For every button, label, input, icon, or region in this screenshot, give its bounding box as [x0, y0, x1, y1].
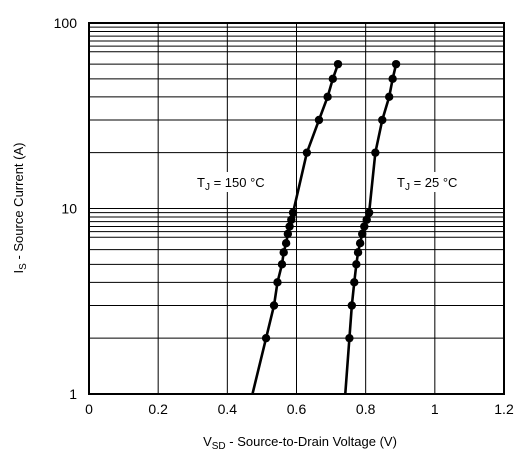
data-point-s0-8: [287, 215, 296, 224]
curve-label-150c-sub: J: [205, 182, 210, 193]
data-point-s1-13: [388, 74, 397, 84]
x-tick-label: 0: [85, 401, 93, 417]
data-point-s1-2: [350, 278, 359, 287]
y-tick-label: 100: [54, 15, 78, 31]
data-point-s0-11: [314, 115, 324, 125]
x-tick-label: 1.2: [494, 401, 514, 417]
data-point-s1-11: [378, 115, 387, 125]
curve-label-25c-main: T: [397, 175, 405, 190]
data-point-s1-4: [353, 248, 363, 257]
curve-label-25c: TJ = 25 °C: [394, 172, 476, 193]
data-point-s0-3: [277, 260, 287, 269]
x-axis-label: VSD - Source-to-Drain Voltage (V): [203, 434, 397, 452]
data-point-s1-6: [358, 229, 367, 239]
y-tick-label: 1: [69, 386, 77, 402]
data-point-s1-5: [355, 239, 365, 248]
data-point-s0-6: [283, 229, 293, 239]
x-axis-label-main: V: [203, 434, 212, 449]
data-point-s0-9: [288, 208, 298, 217]
data-point-s1-10: [371, 148, 380, 157]
data-point-s1-1: [347, 301, 357, 310]
x-tick-label: 0.6: [287, 401, 307, 417]
x-tick-label: 0.2: [148, 401, 168, 417]
curve-label-150c-rest: = 150 °C: [210, 175, 265, 190]
data-point-s0-13: [328, 74, 338, 84]
data-point-s1-7: [360, 222, 369, 231]
data-point-s0-12: [323, 92, 332, 102]
data-point-s0-4: [279, 248, 288, 257]
data-points: [261, 59, 401, 343]
data-point-s0-7: [285, 222, 294, 231]
y-axis-label-main: I: [11, 270, 26, 274]
y-axis-label-sub: S: [18, 263, 29, 270]
x-tick-label: 1: [431, 401, 439, 417]
x-tick-label: 0.4: [218, 401, 238, 417]
data-point-s1-12: [384, 92, 394, 102]
x-tick-labels: 0 0.2 0.4 0.6 0.8 1 1.2: [85, 401, 514, 417]
curve-label-25c-text: TJ = 25 °C: [397, 175, 457, 193]
curve-label-150c: TJ = 150 °C: [194, 172, 286, 193]
curve-label-150c-bg: [194, 172, 286, 192]
y-tick-label: 10: [61, 201, 77, 217]
data-point-s1-14: [391, 59, 401, 69]
curve-label-25c-bg: [394, 172, 476, 192]
data-point-s1-3: [352, 260, 361, 269]
y-axis-label-rest: - Source Current (A): [11, 143, 26, 264]
data-point-s0-10: [302, 148, 312, 157]
y-tick-labels: 1 10 100: [54, 15, 78, 402]
curve-label-150c-main: T: [197, 175, 205, 190]
data-point-s0-14: [333, 59, 343, 69]
data-point-s0-2: [273, 278, 282, 287]
x-axis-label-sub: SD: [212, 441, 226, 452]
curve-label-150c-text: TJ = 150 °C: [197, 175, 265, 193]
y-axis-label: IS - Source Current (A): [11, 143, 29, 274]
grid: [88, 22, 505, 395]
curve-label-25c-sub: J: [405, 182, 410, 193]
plot-frame: [88, 22, 505, 395]
curve-label-25c-rest: = 25 °C: [410, 175, 457, 190]
data-point-s1-0: [345, 333, 354, 343]
data-point-s0-0: [261, 333, 271, 343]
data-point-s1-8: [362, 215, 371, 224]
x-axis-label-rest: - Source-to-Drain Voltage (V): [226, 434, 397, 449]
x-tick-label: 0.8: [356, 401, 376, 417]
data-point-s1-9: [364, 208, 374, 217]
data-point-s0-5: [281, 239, 291, 248]
data-point-s0-1: [269, 301, 279, 310]
